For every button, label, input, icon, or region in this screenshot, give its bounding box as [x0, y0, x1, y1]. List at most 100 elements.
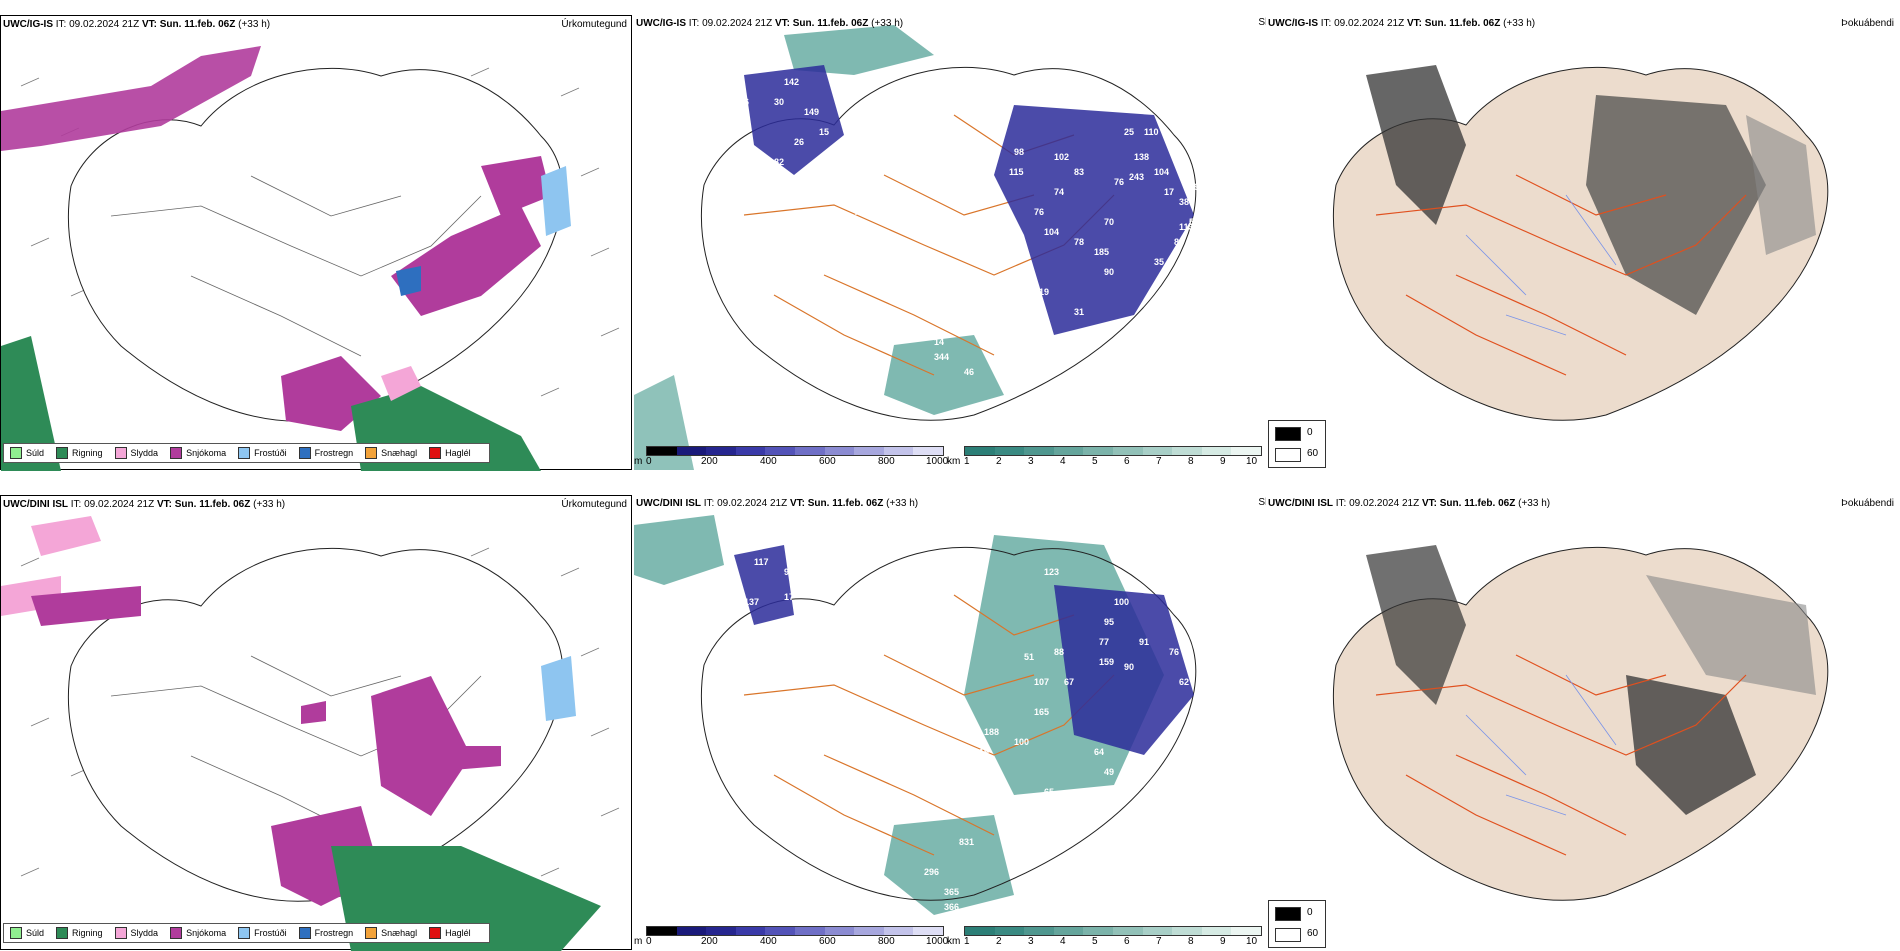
- cloud-base-label: 138: [1134, 152, 1149, 162]
- cloud-base-label: 74: [1054, 187, 1064, 197]
- cloud-base-label: 10: [1004, 832, 1014, 842]
- cloud-base-label: 19: [1039, 287, 1049, 297]
- cloud-base-label: 100: [1014, 737, 1029, 747]
- cloud-base-label: 110: [1144, 127, 1159, 137]
- panel-header: UWC/IG-IS IT: 09.02.2024 21Z VT: Sun. 11…: [3, 19, 271, 30]
- legend-item: Súld: [10, 927, 44, 939]
- colorbar-segment: [1024, 447, 1054, 455]
- cloud-base-label: 38: [1179, 197, 1189, 207]
- rivers: [1465, 194, 1617, 336]
- roads: [1375, 654, 1747, 856]
- fog-grey-east: [1646, 575, 1816, 695]
- legend-swatch-high: [1275, 448, 1301, 462]
- frost-area-east: [541, 166, 571, 236]
- fog-map-row1: [1333, 65, 1829, 421]
- colorbar-segment: [676, 927, 707, 935]
- cloud-base-label: 78: [1074, 237, 1084, 247]
- colorbar-segment: [706, 927, 736, 935]
- colorbar-scales: m 0 200 400 600 800 1000 km 1 2 3 4 5 6 …: [634, 924, 1266, 950]
- cloud-base-label: 95: [1104, 617, 1114, 627]
- fog-map-row2: [1333, 545, 1829, 901]
- frostrain-area: [396, 266, 421, 296]
- navy-area-nw: [744, 65, 844, 175]
- navy-area-east: [994, 105, 1194, 335]
- cloud-base-label: 83: [1074, 167, 1084, 177]
- visibility-colorbar: [964, 446, 1262, 456]
- cloud-base-label: 48: [1014, 317, 1024, 327]
- rivers: [1465, 674, 1617, 816]
- cloud-base-label: 30: [774, 97, 784, 107]
- roads: [743, 114, 1115, 376]
- colorbar-segment: [1112, 447, 1143, 455]
- cloud-base-label: 55: [1189, 217, 1199, 227]
- cloud-base-label: 77: [1099, 637, 1109, 647]
- colorbar-segment: [1201, 927, 1232, 935]
- colorbar-segment: [706, 447, 736, 455]
- fog-dark-nw: [1366, 545, 1466, 705]
- fog-grey-east: [1746, 115, 1816, 255]
- colorbar-scales: m 0 200 400 600 800 1000 km 1 2 3 4 5 6 …: [634, 444, 1266, 470]
- fog-dark-east: [1626, 675, 1756, 815]
- cloud-base-label: 93: [964, 912, 974, 922]
- colorbar-segment: [1053, 927, 1084, 935]
- colorbar-segment: [854, 927, 884, 935]
- cloud-base-label: 25: [1124, 127, 1134, 137]
- sleet-area: [381, 366, 421, 401]
- cloud-base-label: 91: [1194, 182, 1204, 192]
- panel-header: UWC/IG-IS IT: 09.02.2024 21Z VT: Sun. 11…: [1268, 18, 1536, 29]
- fog-dark-nw: [1366, 65, 1466, 225]
- colorbar-segment: [647, 927, 677, 935]
- legend-item: Frostregn: [298, 927, 353, 939]
- fog-panel-row2: UWC/DINI ISL IT: 09.02.2024 21Z VT: Sun.…: [1266, 495, 1898, 950]
- cloud-base-label: 88: [1054, 647, 1064, 657]
- colorbar-segment: [965, 447, 995, 455]
- snow-area-east: [391, 206, 541, 316]
- colorbar-segment: [1201, 447, 1232, 455]
- colorbar-segment: [824, 927, 855, 935]
- panel-header: UWC/DINI ISL IT: 09.02.2024 21Z VT: Sun.…: [3, 499, 286, 510]
- cloud-base-label: 65: [1044, 787, 1054, 797]
- cloud-base-label: 14: [934, 337, 944, 347]
- roads: [743, 594, 1115, 856]
- cloud-base-label: 796: [734, 97, 749, 107]
- legend-item: Haglél: [429, 927, 471, 939]
- legend-swatch-high: [1275, 928, 1301, 942]
- cloud-base-label: 90: [1104, 267, 1114, 277]
- cloud-base-label: 113: [1179, 222, 1194, 232]
- cloud-base-label: 51: [1024, 652, 1034, 662]
- cloud-base-label: 36: [984, 327, 994, 337]
- fog-dark-east: [1586, 95, 1766, 315]
- cloud-base-label: 35: [1154, 257, 1164, 267]
- colorbar-segment: [1112, 927, 1143, 935]
- colorbar-segment: [1172, 447, 1202, 455]
- colorbar-segment: [1142, 927, 1173, 935]
- panel-header: UWC/DINI ISL IT: 09.02.2024 21Z VT: Sun.…: [636, 498, 919, 509]
- colorbar-segment: [765, 927, 795, 935]
- precip-panel-row1: UWC/IG-IS IT: 09.02.2024 21Z VT: Sun. 11…: [0, 15, 632, 471]
- legend-item: Slydda: [114, 447, 158, 459]
- fog-panel-row1: UWC/IG-IS IT: 09.02.2024 21Z VT: Sun. 11…: [1266, 15, 1898, 470]
- cloud-base-label: 102: [1054, 152, 1069, 162]
- cloud-base-label: 365: [944, 887, 959, 897]
- cloud-base-label: 142: [784, 77, 799, 87]
- colorbar-segment: [824, 447, 855, 455]
- legend-item: Frostúði: [238, 447, 287, 459]
- cloud-base-label: 90: [1124, 662, 1134, 672]
- teal-area-south: [884, 815, 1014, 915]
- legend-item: Haglél: [429, 447, 471, 459]
- iceland-outline: [701, 66, 1197, 421]
- sleet-area-north: [31, 516, 101, 556]
- colorbar-segment: [1231, 447, 1261, 455]
- snow-dot: [301, 701, 326, 724]
- panel-header: UWC/IG-IS IT: 09.02.2024 21Z VT: Sun. 11…: [636, 18, 904, 29]
- cloud-base-label: 117: [754, 557, 769, 567]
- panel-title: Úrkomutegund: [561, 499, 627, 510]
- colorbar-segment: [1172, 927, 1202, 935]
- colorbar-segment: [1083, 927, 1113, 935]
- colorbar-segment: [965, 927, 995, 935]
- cloud-base-label: 107: [1034, 677, 1049, 687]
- colorbar-segment: [994, 927, 1025, 935]
- frost-area-east: [541, 656, 576, 721]
- snow-area-east: [431, 746, 501, 771]
